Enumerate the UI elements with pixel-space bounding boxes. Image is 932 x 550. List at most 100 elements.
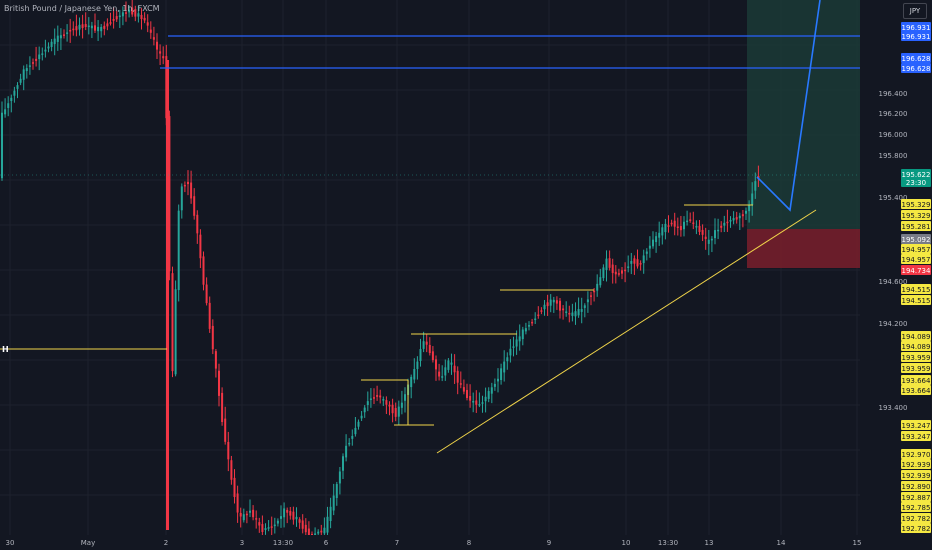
candle-body [670, 222, 673, 225]
candle-body [41, 53, 44, 55]
candle-body [574, 311, 577, 317]
candle-body [106, 23, 109, 27]
candle-body [345, 445, 348, 458]
candle-body [103, 25, 106, 29]
candle-body [413, 368, 416, 380]
currency-button[interactable]: JPY [903, 3, 927, 19]
candle-body [211, 325, 214, 350]
candle-body [714, 230, 716, 239]
candle-body [531, 321, 534, 324]
ascending-trendline[interactable] [436, 209, 817, 454]
candle-body [351, 435, 354, 439]
candle-body [233, 477, 236, 498]
time-axis-background [0, 535, 860, 550]
candle-body [273, 524, 276, 527]
candle-body [400, 402, 403, 408]
time-tick: 9 [547, 539, 551, 547]
candle-body [534, 318, 537, 321]
price-tick: 196.000 [879, 131, 908, 139]
candle-body [177, 210, 180, 291]
price-axis[interactable]: 196.400 196.200 196.000 195.800 195.400 194.6… [860, 0, 932, 550]
price-label-countdown: 23:30 [906, 179, 926, 187]
candle-body [648, 245, 651, 249]
candle-body [171, 273, 174, 372]
left-level-marker: H [2, 345, 9, 354]
price-label-yellow [901, 331, 931, 341]
candle-body [140, 14, 143, 20]
candle-body [44, 49, 47, 52]
candle-body [543, 304, 546, 310]
candles [1, 0, 760, 546]
candle-body [66, 32, 69, 34]
candle-body [156, 41, 158, 50]
candle-body [732, 218, 735, 221]
candle-body [376, 395, 379, 397]
price-label-text: 192.939 [902, 472, 931, 480]
time-tick: 8 [467, 539, 471, 547]
candle-body [754, 181, 757, 191]
candle-body [16, 85, 19, 89]
candle-body [738, 215, 741, 219]
candle-body [329, 506, 332, 521]
price-label-yellow [901, 385, 931, 395]
price-label-text: 196.628 [902, 65, 931, 73]
candle-body [751, 193, 754, 206]
candle-body [28, 65, 31, 67]
candle-body [503, 361, 506, 373]
candle-body [342, 456, 344, 471]
candle-body [397, 406, 400, 417]
candle-body [661, 227, 664, 236]
projection-path[interactable] [756, 0, 821, 212]
price-label-text: 194.089 [902, 343, 931, 351]
candle-body [605, 258, 608, 270]
candle-body [90, 25, 93, 29]
candle-body [416, 361, 419, 369]
candle-body [481, 402, 484, 404]
price-label-blue [901, 63, 931, 73]
candle-body [679, 226, 682, 231]
candle-body [78, 24, 81, 30]
candle-body [214, 351, 217, 369]
drawings[interactable]: H [0, 0, 860, 454]
time-tick: 13:30 [273, 539, 293, 547]
price-label-text: 196.628 [902, 55, 931, 63]
candle-body [53, 38, 56, 45]
candle-body [252, 509, 255, 518]
candle-body [462, 387, 465, 392]
candle-body [168, 116, 171, 272]
price-label-text: 194.957 [902, 246, 931, 254]
candle-body [335, 484, 338, 498]
price-label-yellow [901, 199, 931, 209]
candle-body [230, 460, 233, 480]
candle-body [692, 222, 695, 224]
candle-body [617, 273, 620, 275]
price-label-yellow [901, 295, 931, 305]
candle-body [267, 527, 270, 529]
price-tick: 196.400 [879, 90, 908, 98]
price-label-yellow [901, 470, 931, 480]
candle-body [7, 103, 10, 108]
candle-body [115, 16, 118, 20]
candle-body [546, 302, 549, 307]
candle-body [689, 219, 692, 221]
candle-body [552, 299, 555, 303]
candle-body [109, 22, 112, 24]
candle-body [112, 19, 115, 21]
candle-body [354, 427, 357, 435]
candle-body [490, 387, 493, 394]
price-label-text: 193.247 [902, 422, 931, 430]
price-label-text: 196.931 [902, 24, 931, 32]
price-label-text: 192.890 [902, 483, 931, 491]
price-label-yellow [901, 221, 931, 231]
candle-body [94, 25, 96, 31]
candle-body [515, 339, 518, 347]
price-label-text: 196.931 [902, 33, 931, 41]
candle-body [624, 269, 627, 272]
candle-body [723, 222, 726, 226]
candle-body [555, 300, 558, 304]
time-axis[interactable]: 30 May 2 3 13:30 6 7 8 9 10 13:30 13 14 15 [0, 535, 861, 550]
candle-body [726, 221, 729, 224]
candle-body [580, 309, 583, 312]
candle-body [717, 229, 720, 232]
